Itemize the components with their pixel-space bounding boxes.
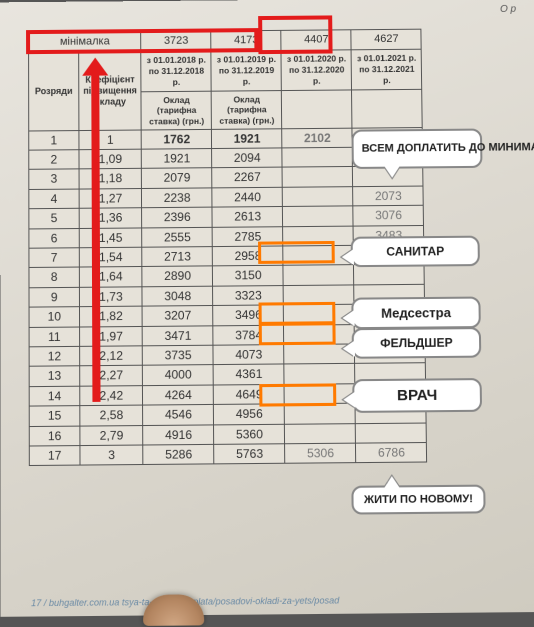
cell-b: 4361 <box>214 364 285 384</box>
cell-b: 2267 <box>212 168 283 188</box>
orangebox-3496 <box>259 383 336 406</box>
cell-b: 4956 <box>214 404 285 424</box>
cell-r: 1 <box>29 130 79 150</box>
cell-r: 15 <box>29 406 80 426</box>
cell-a: 3207 <box>142 306 213 326</box>
hdr-rozr: Розряди <box>29 52 79 131</box>
hdr-oklad-a: Оклад (тарифна ставка) (грн.) <box>141 91 211 129</box>
hdr-p2019: з 01.01.2019 р. по 31.12.2019 р. <box>211 50 281 91</box>
cell-a: 2555 <box>142 227 213 247</box>
cell-r: 4 <box>29 189 79 209</box>
cell-k: 3 <box>80 445 143 465</box>
cell-c <box>285 423 356 443</box>
cell-b: 4073 <box>213 345 284 365</box>
hdr-p2020: з 01.01.2020 р. по 31.12.2020 р. <box>281 50 352 91</box>
cell-a: 3048 <box>142 286 213 306</box>
cell-a: 4264 <box>143 385 214 405</box>
cell-c <box>282 167 353 187</box>
redbox-minimalka <box>26 28 258 54</box>
cell-a: 4000 <box>143 365 214 385</box>
cell-c <box>284 364 355 384</box>
cell-c <box>282 147 353 167</box>
cell-d <box>356 423 427 443</box>
cell-a: 5286 <box>143 444 214 465</box>
cell-a: 1762 <box>142 129 212 149</box>
cell-c <box>283 265 354 285</box>
cell-c: 5306 <box>285 443 356 464</box>
cell-c <box>283 206 354 226</box>
cell-r: 17 <box>29 446 80 466</box>
cell-a: 2079 <box>142 168 212 188</box>
redbox-4173 <box>258 15 332 54</box>
cell-r: 2 <box>29 150 79 170</box>
hdr-oklad-c <box>282 90 353 128</box>
bubble-sanitar-text: САНИТАР <box>386 244 444 259</box>
cell-r: 7 <box>29 248 79 268</box>
bubble-medsestra-text: Медсестра <box>381 305 451 321</box>
cell-b: 2613 <box>212 207 283 227</box>
bubble-vrach-text: ВРАЧ <box>397 387 437 405</box>
cell-c <box>283 187 354 207</box>
cell-k: 2,58 <box>80 405 143 425</box>
cell-a: 4546 <box>143 405 214 425</box>
cell-b: 2440 <box>212 187 283 207</box>
top-fragment: О р <box>500 4 516 15</box>
orangebox-2267 <box>258 241 335 264</box>
cell-b: 1921 <box>212 128 282 148</box>
cell-r: 5 <box>29 209 79 229</box>
cell-b: 5360 <box>214 424 285 444</box>
cell-a: 2238 <box>142 188 213 208</box>
hdr-oklad-b: Оклад (тарифна ставка) (грн.) <box>212 91 283 129</box>
cell-b: 5763 <box>214 444 285 465</box>
bubble-top: ВСЕМ ДОПЛАТИТЬ ДО МИНИМАЛКИ !!! <box>351 129 482 170</box>
cell-a: 3471 <box>143 325 214 345</box>
hdr-p2018: з 01.01.2018 р. по 31.12.2018 р. <box>141 51 211 92</box>
cell-r: 6 <box>29 228 79 248</box>
table-row: 1735286576353066786 <box>29 442 427 465</box>
cell-a: 3735 <box>143 345 214 365</box>
cell-r: 11 <box>29 327 80 347</box>
paper-sheet: О р мінімалка 3723 4173 4407 4627 Розряд… <box>0 0 534 617</box>
cell-c: 2102 <box>282 128 352 148</box>
cell-r: 8 <box>29 267 79 287</box>
cell-a: 2890 <box>142 266 213 286</box>
bubble-feldsher-text: ФЕЛЬДШЕР <box>380 335 453 350</box>
cell-a: 4916 <box>143 424 214 444</box>
cell-r: 12 <box>29 346 80 366</box>
hdr-p2021: з 01.01.2021 р. по 31.12.2021 р. <box>351 49 422 90</box>
orangebox-2958 <box>259 322 336 345</box>
cell-d: 3076 <box>353 206 424 226</box>
cell-r: 14 <box>29 386 80 406</box>
cell-b: 3150 <box>213 266 284 286</box>
red-arrow <box>82 57 109 402</box>
cell-a: 2396 <box>142 207 213 227</box>
min-2021: 4627 <box>351 29 421 50</box>
cell-r: 13 <box>29 366 80 386</box>
cell-a: 2713 <box>142 247 213 267</box>
bubble-zhiti: ЖИТИ ПО НОВОМУ! <box>351 485 485 515</box>
cell-k: 2,79 <box>80 425 143 445</box>
cell-r: 10 <box>29 307 80 327</box>
cell-r: 16 <box>29 426 80 446</box>
cell-a: 1921 <box>142 149 212 169</box>
cell-d: 6786 <box>356 442 427 463</box>
hdr-oklad-d <box>352 89 423 127</box>
bubble-zhiti-text: ЖИТИ ПО НОВОМУ! <box>364 493 473 506</box>
bubble-feldsher: ФЕЛЬДШЕР <box>352 327 482 359</box>
cell-d <box>354 264 425 284</box>
bubble-top-text: ВСЕМ ДОПЛАТИТЬ ДО МИНИМАЛКИ !!! <box>362 141 534 155</box>
bubble-sanitar: САНИТАР <box>351 236 480 268</box>
bubble-medsestra: Медсестра <box>351 297 481 330</box>
cell-d: 2073 <box>353 186 424 206</box>
cell-r: 9 <box>29 287 79 307</box>
bubble-vrach: ВРАЧ <box>352 378 482 413</box>
cell-b: 2094 <box>212 148 282 168</box>
cell-r: 3 <box>29 169 79 189</box>
